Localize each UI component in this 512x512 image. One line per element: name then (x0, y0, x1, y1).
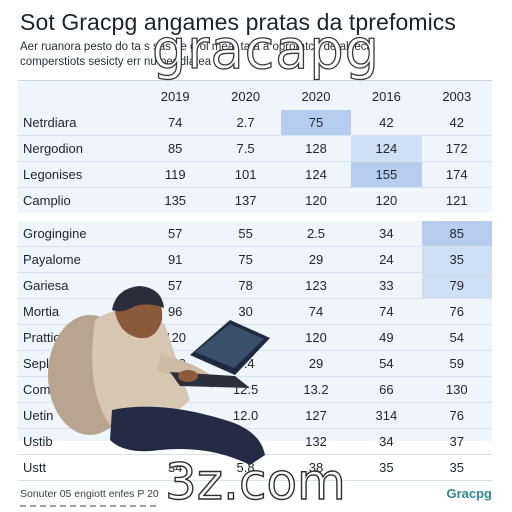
row-label: Grogingine (18, 213, 140, 247)
legs (110, 406, 265, 465)
table-cell: 12.5 (210, 376, 281, 403)
table-cell: 59 (421, 350, 492, 377)
table-cell: 35 (421, 246, 492, 273)
table-cell: 57 (140, 213, 211, 247)
table-cell: 29 (280, 350, 352, 377)
table-cell: 35 (421, 454, 492, 481)
column-header: 2020 (301, 88, 331, 104)
footer-text: Sonuter 05 engiott enfes P 20 (20, 488, 159, 500)
table-cell: 66 (351, 376, 422, 403)
table-cell: 120 (280, 324, 352, 351)
table-cell: 124 (351, 135, 422, 162)
table-cell: 137 (210, 187, 281, 218)
column-header: 2016 (371, 88, 401, 104)
table-header-row: 2019 2020 2020 2016 2003 (18, 82, 492, 110)
column-header: 2019 (160, 88, 190, 104)
table-cell: 123 (280, 272, 352, 299)
table-cell: 91 (140, 246, 211, 273)
table-row: Nergodion 85 7.5 128 124 172 (18, 135, 492, 162)
row-label: Legonises (18, 161, 140, 188)
table-cell: 54 (421, 324, 492, 351)
table-cell: 120 (351, 187, 422, 218)
row-label: Netrdiara (18, 110, 140, 136)
table-cell: 57 (140, 272, 211, 299)
table-cell: 135 (140, 187, 211, 218)
table-cell: 85 (421, 213, 492, 247)
table-cell: 34 (140, 454, 211, 481)
footer-divider (20, 505, 160, 507)
table-cell: 49 (351, 324, 422, 351)
row-label: Payalome (18, 246, 140, 273)
table-cell: 54 (351, 350, 422, 377)
hand (178, 370, 198, 382)
table-cell: 132 (280, 428, 352, 455)
table-cell: 30 (210, 298, 281, 325)
table-cell: 2.7 (210, 110, 281, 136)
table-cell: 121 (421, 187, 492, 218)
hoodie-body (92, 308, 190, 426)
table-row: Payalome 91 75 29 24 35 (18, 246, 492, 273)
subtitle-line-1: Aer ruanora pesto do ta s sas t e g ol m… (20, 41, 373, 53)
table-row: Camplio 135 137 120 120 121 (18, 187, 492, 218)
table-cell: 29 (280, 246, 352, 273)
table-row: Netrdiara 74 2.7 75 42 42 (18, 110, 492, 136)
column-header: 2003 (442, 88, 472, 104)
table-cell: 78 (210, 272, 281, 299)
table-cell: 314 (351, 402, 422, 429)
table-cell: 120 (280, 187, 352, 218)
table-cell: 13.2 (280, 376, 352, 403)
table-row: Grogingine 57 55 2.5 34 85 (18, 213, 492, 247)
brand-logo: Gracpg (446, 486, 492, 501)
table-cell: 155 (351, 161, 422, 188)
table-cell: 85 (140, 135, 211, 162)
table-cell: 74 (351, 298, 422, 325)
table-cell: 2.5 (280, 213, 352, 247)
laptop-display (195, 324, 264, 368)
person-with-laptop-illustration (48, 286, 270, 465)
column-header: 2020 (231, 88, 261, 104)
table-cell: 37 (421, 428, 492, 455)
table-cell: 128 (280, 135, 352, 162)
row-label: Ustt (18, 454, 140, 481)
watermark-top: gracapg (151, 17, 380, 81)
table-row: Gariesa 57 78 123 33 79 (18, 272, 492, 299)
page-title: Sot Gracpg angames pratas da tprefomics (20, 9, 457, 35)
table-cell: 7.5 (210, 135, 281, 162)
table-cell: 76 (421, 402, 492, 429)
watermark-bottom: 3z.com (164, 452, 346, 511)
table-cell: 124 (280, 161, 352, 188)
table-cell: 35 (351, 454, 422, 481)
table-cell: 42 (351, 110, 422, 136)
table-cell: 174 (421, 161, 492, 188)
row-label: Camplio (18, 187, 140, 218)
table-row: Ustt 34 5.8 38 35 35 (18, 454, 492, 481)
table-cell: 33 (351, 272, 422, 299)
table-cell: 119 (140, 161, 211, 188)
table-cell: 127 (280, 402, 352, 429)
hair (112, 286, 164, 312)
row-label: Nergodion (18, 135, 140, 162)
subtitle-line-2: comperstiots sesicty err nu per dlatea (20, 56, 212, 68)
table-row: Legonises 119 101 124 155 174 (18, 161, 492, 188)
table-cell: 38 (280, 454, 352, 481)
table-cell: 79 (421, 272, 492, 299)
row-header-spacer (18, 82, 140, 110)
table-cell: 75 (280, 110, 352, 136)
table-cell: 74 (280, 298, 352, 325)
table-cell: 34 (351, 213, 422, 247)
table-cell: 24 (351, 246, 422, 273)
table-cell: 55 (210, 213, 281, 247)
table-cell: 74 (140, 110, 211, 136)
table-cell: 76 (421, 298, 492, 325)
table-cell: 34 (351, 428, 422, 455)
table-cell: 101 (210, 161, 281, 188)
table-cell: 42 (421, 110, 492, 136)
table-cell: 130 (421, 376, 492, 403)
table-cell: 75 (210, 246, 281, 273)
table-cell: 172 (421, 135, 492, 162)
